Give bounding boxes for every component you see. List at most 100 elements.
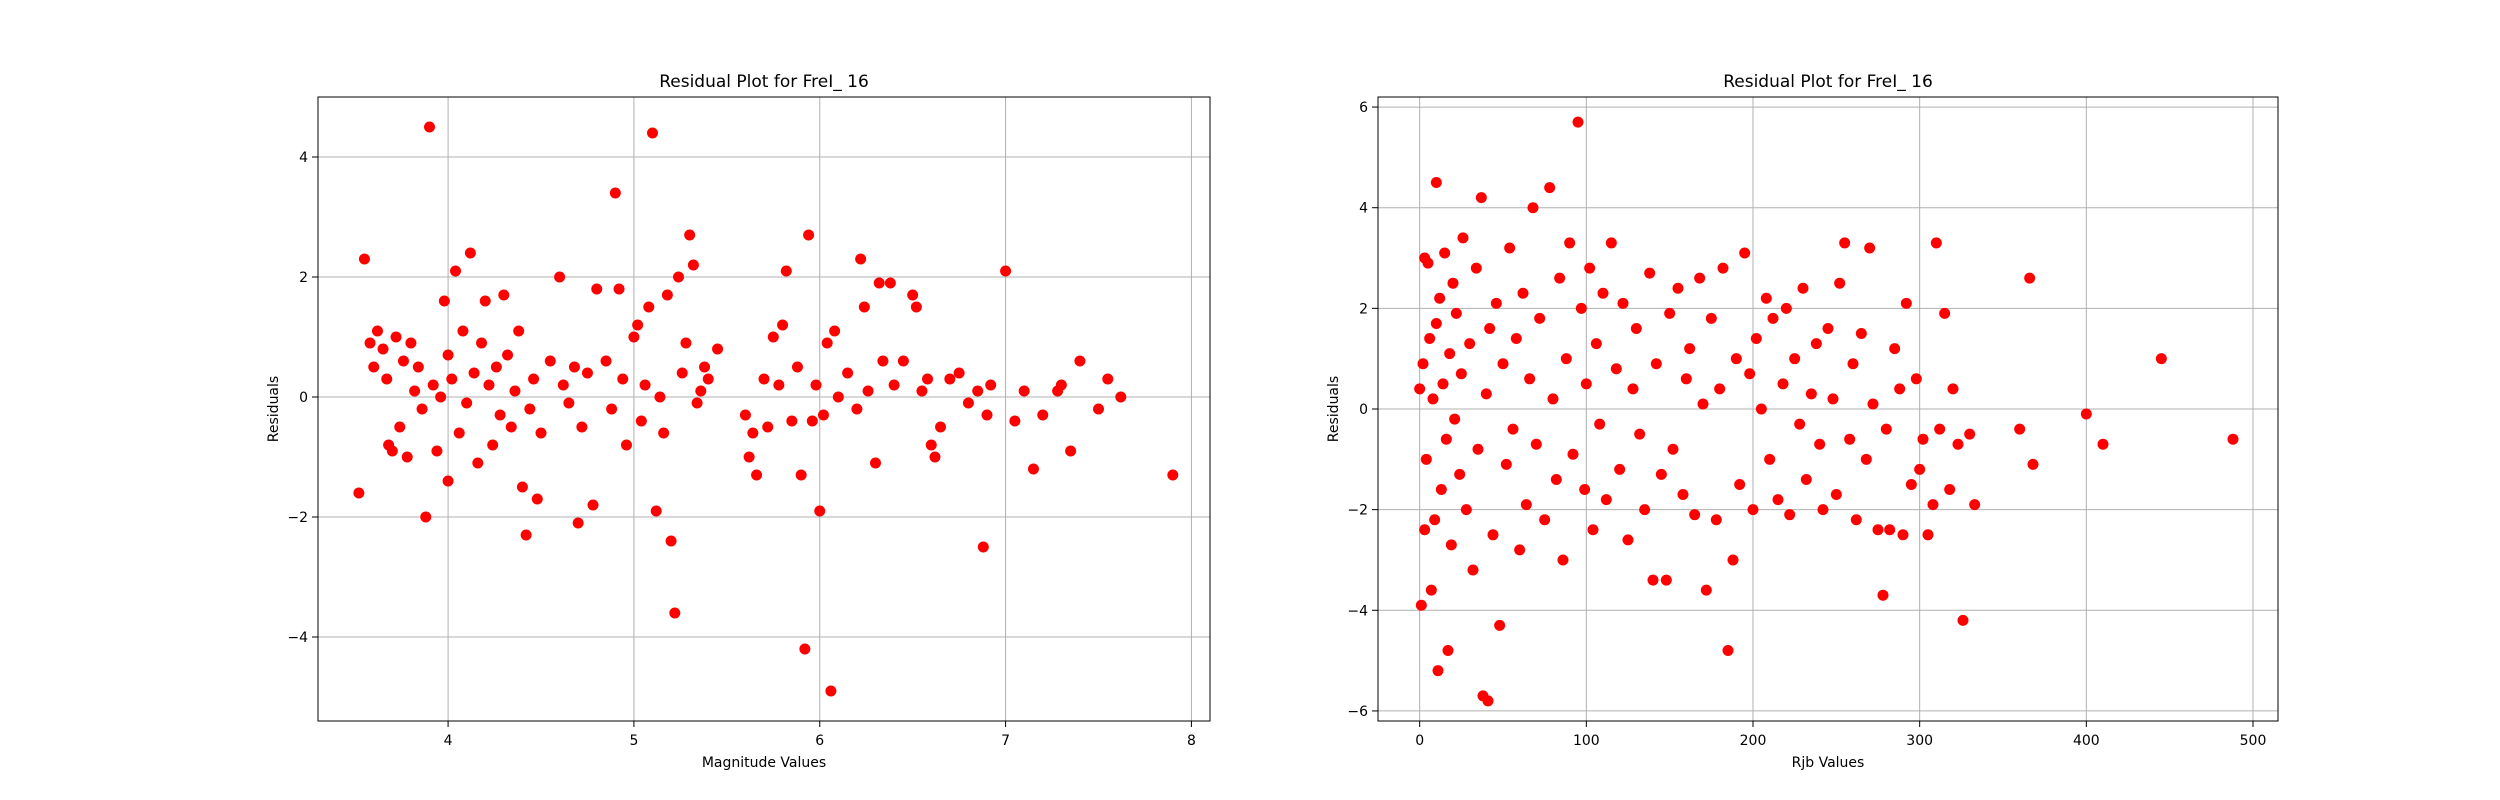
data-point — [877, 355, 889, 367]
data-point — [884, 277, 896, 289]
data-point — [821, 337, 833, 349]
data-point — [1440, 433, 1452, 445]
data-point — [654, 391, 666, 403]
data-point — [1460, 504, 1472, 516]
data-point — [1700, 584, 1712, 596]
data-point — [1450, 307, 1462, 319]
data-point — [591, 283, 603, 295]
data-point — [1727, 554, 1739, 566]
data-point — [1644, 267, 1656, 279]
data-point — [929, 451, 941, 463]
data-point — [1917, 433, 1929, 445]
data-point — [1564, 237, 1576, 249]
data-point — [464, 247, 476, 259]
data-point — [1705, 312, 1717, 324]
data-point — [606, 403, 618, 415]
data-point — [1497, 358, 1509, 370]
data-point — [1484, 322, 1496, 334]
data-point — [457, 325, 469, 337]
data-point — [842, 367, 854, 379]
data-point — [1520, 499, 1532, 511]
data-point — [424, 121, 435, 133]
data-point — [1414, 383, 1426, 395]
data-point — [1734, 478, 1746, 490]
y-tick-label: 4 — [299, 150, 308, 166]
data-point — [676, 367, 688, 379]
data-point — [617, 373, 629, 385]
data-point — [468, 367, 480, 379]
data-point — [1009, 415, 1021, 427]
data-point — [1780, 302, 1792, 314]
data-point — [1500, 458, 1512, 470]
data-point — [576, 421, 588, 433]
data-point — [1584, 262, 1596, 274]
data-point — [2097, 438, 2109, 450]
data-point — [1430, 177, 1442, 189]
data-point — [1927, 499, 1939, 511]
data-point — [528, 373, 540, 385]
data-point — [1864, 242, 1876, 254]
data-point — [1494, 619, 1506, 631]
data-point — [1000, 265, 1012, 277]
data-point — [1839, 237, 1851, 249]
data-point — [1800, 473, 1812, 485]
data-point — [1872, 524, 1884, 536]
data-point — [442, 349, 454, 361]
data-point — [684, 229, 696, 241]
data-point — [832, 391, 844, 403]
x-tick-label: 300 — [1906, 733, 1933, 749]
data-point — [1794, 418, 1806, 430]
data-point — [1634, 428, 1646, 440]
data-point — [1415, 599, 1427, 611]
data-point — [791, 361, 803, 373]
data-point — [1844, 433, 1856, 445]
data-point — [572, 517, 584, 529]
x-tick-label: 4 — [444, 733, 453, 749]
data-point — [1817, 504, 1829, 516]
y-tick-label: −6 — [1347, 704, 1368, 720]
data-point — [390, 331, 402, 343]
data-point — [1914, 463, 1926, 475]
data-point — [953, 367, 965, 379]
data-point — [554, 271, 566, 283]
data-point — [702, 373, 714, 385]
data-point — [416, 403, 428, 415]
y-tick-label: 0 — [299, 390, 308, 406]
data-point — [1554, 272, 1566, 284]
data-point — [1420, 453, 1432, 465]
data-point — [1432, 665, 1444, 677]
y-tick-label: −2 — [1347, 503, 1368, 519]
data-point — [1969, 499, 1981, 511]
data-point — [1579, 484, 1591, 496]
data-point — [751, 469, 763, 481]
data-point — [1487, 529, 1499, 541]
y-tick-label: −2 — [287, 510, 308, 526]
data-point — [1467, 564, 1479, 576]
data-point — [1760, 292, 1772, 304]
data-point — [1445, 539, 1457, 551]
data-point — [483, 379, 495, 391]
data-point — [888, 379, 900, 391]
data-point — [386, 445, 398, 457]
chart-1: 4 5 6 7 8 −4 −2 0 2 4 Residual Plot for FreI_ 16 Ma… — [266, 72, 1211, 771]
data-point — [747, 427, 759, 439]
data-point — [487, 439, 499, 451]
data-point — [873, 277, 885, 289]
data-point — [817, 409, 829, 421]
data-point — [1417, 358, 1429, 370]
data-point — [1115, 391, 1127, 403]
data-point — [1747, 504, 1759, 516]
data-point — [922, 373, 934, 385]
data-point — [531, 493, 543, 505]
data-point — [1647, 574, 1659, 586]
data-point — [1439, 247, 1451, 259]
data-point — [461, 397, 473, 409]
data-point — [1847, 358, 1859, 370]
data-point — [1544, 182, 1556, 194]
data-point — [825, 685, 837, 697]
data-point — [409, 385, 421, 397]
data-point — [1449, 413, 1461, 425]
data-point — [810, 379, 822, 391]
data-point — [1952, 438, 1964, 450]
data-point — [1910, 373, 1922, 385]
